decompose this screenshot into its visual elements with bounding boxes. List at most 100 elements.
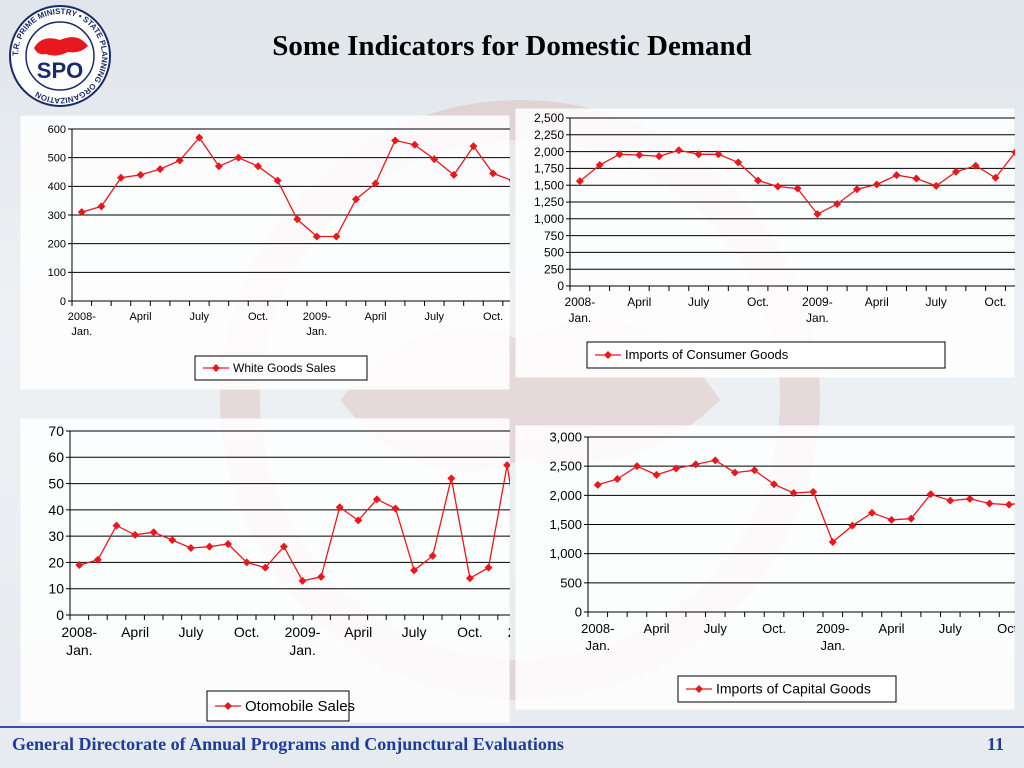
series-line xyxy=(81,136,510,238)
legend-label: Imports of Capital Goods xyxy=(716,681,871,697)
data-point xyxy=(449,170,458,179)
x-tick-label: 2010- xyxy=(508,624,510,640)
y-tick-label: 2,000 xyxy=(534,145,564,159)
y-tick-label: 70 xyxy=(48,423,64,439)
data-point xyxy=(635,150,644,159)
x-tick-label: Oct. xyxy=(997,621,1015,636)
page-title: Some Indicators for Domestic Demand xyxy=(272,30,752,62)
data-point xyxy=(595,161,604,170)
data-point xyxy=(852,185,861,194)
data-point xyxy=(813,210,822,219)
y-tick-label: 50 xyxy=(48,475,64,491)
capital-goods-chart-svg: 0 500 1,000 1,500 2,000 2,500 3,000 2008- Jan. Ap… xyxy=(515,425,1015,710)
data-point xyxy=(809,487,818,496)
data-point xyxy=(428,551,437,560)
data-point xyxy=(116,173,125,182)
x-tick-label-sub: Jan. xyxy=(66,642,92,658)
x-tick-label-sub: Jan. xyxy=(806,311,829,325)
legend-box xyxy=(586,341,946,369)
x-tick-label: April xyxy=(644,621,670,636)
x-tick-label: July xyxy=(178,624,203,640)
data-point xyxy=(430,155,439,164)
data-point xyxy=(867,508,876,517)
logo-text: SPO xyxy=(37,58,83,83)
data-point xyxy=(261,563,270,572)
x-tick-label: Oct. xyxy=(248,311,268,323)
data-point xyxy=(469,142,478,151)
data-point xyxy=(655,152,664,161)
x-tick-label: July xyxy=(925,295,946,309)
consumer-goods-chart-svg: 0 250 500 750 1,000 1,250 1,500 1,750 2,000 2,250… xyxy=(515,108,1015,378)
data-point xyxy=(907,514,916,523)
x-tick-label: April xyxy=(344,624,372,640)
x-tick-label: July xyxy=(402,624,427,640)
data-point xyxy=(1005,500,1014,509)
y-tick-label: 1,000 xyxy=(534,212,564,226)
data-point xyxy=(615,150,624,159)
data-point xyxy=(926,490,935,499)
data-point xyxy=(484,563,493,572)
data-point xyxy=(694,150,703,159)
data-point xyxy=(872,180,881,189)
data-point xyxy=(971,161,980,170)
y-tick-label: 2,500 xyxy=(549,459,582,474)
y-tick-label: 2,500 xyxy=(534,111,564,125)
data-point xyxy=(372,495,381,504)
data-point xyxy=(410,566,419,575)
data-point xyxy=(789,489,798,497)
y-tick-label: 10 xyxy=(48,581,64,597)
data-point xyxy=(93,555,102,564)
data-point xyxy=(985,499,994,508)
data-point xyxy=(946,496,955,505)
x-tick-label: Oct. xyxy=(234,624,260,640)
x-tick-label: Oct. xyxy=(483,311,503,323)
legend-label: White Goods Sales xyxy=(233,361,336,375)
chart-capital-goods: 0 500 1,000 1,500 2,000 2,500 3,000 2008- Jan. Ap… xyxy=(515,425,1015,710)
y-tick-label: 750 xyxy=(544,229,564,243)
chart-otomobile: 0 10 20 30 40 50 60 70 2008- Jan. April July Oct. 200… xyxy=(20,418,510,723)
data-point xyxy=(317,572,326,581)
x-tick-label: Oct. xyxy=(457,624,483,640)
series-line xyxy=(597,459,1015,544)
data-point xyxy=(750,466,759,475)
x-tick-label: 2008- xyxy=(68,311,96,323)
x-tick-label: April xyxy=(365,311,387,323)
data-point xyxy=(793,184,802,193)
y-tick-label: 1,500 xyxy=(549,517,582,532)
data-point xyxy=(351,195,360,204)
x-tick-label-sub: Jan. xyxy=(306,326,327,338)
data-point xyxy=(332,232,341,241)
data-point xyxy=(112,521,121,530)
y-tick-label: 200 xyxy=(48,239,66,251)
legend-marker xyxy=(695,685,703,693)
data-point xyxy=(205,542,214,551)
y-tick-label: 500 xyxy=(48,153,66,165)
data-point xyxy=(131,530,140,539)
x-tick-label: 2008- xyxy=(565,295,596,309)
x-tick-label-sub: Jan. xyxy=(586,638,611,653)
data-point xyxy=(730,468,739,477)
data-point xyxy=(593,480,602,489)
data-point xyxy=(312,232,321,241)
y-tick-label: 1,750 xyxy=(534,162,564,176)
white-goods-chart-svg: 0 100 200 300 400 500 600 2008- Jan. April July Oct… xyxy=(20,115,510,390)
x-tick-label: July xyxy=(190,311,210,323)
data-point xyxy=(770,480,779,489)
legend-label: Otomobile Sales xyxy=(245,698,355,715)
x-tick-label: Oct. xyxy=(762,621,786,636)
data-point xyxy=(410,140,419,149)
x-tick-label-sub: Jan. xyxy=(289,642,315,658)
legend-box xyxy=(677,675,897,703)
data-point xyxy=(734,158,743,167)
y-tick-label: 2,250 xyxy=(534,128,564,142)
x-tick-label: April xyxy=(121,624,149,640)
data-point xyxy=(489,169,498,178)
chart-background xyxy=(515,425,1015,710)
data-point xyxy=(195,133,204,142)
x-tick-label: 2009- xyxy=(285,624,321,640)
y-tick-label: 3,000 xyxy=(549,430,582,445)
page-number: 11 xyxy=(986,734,1004,754)
x-tick-label: July xyxy=(939,621,963,636)
y-tick-label: 1,000 xyxy=(549,546,582,561)
data-point xyxy=(391,504,400,513)
